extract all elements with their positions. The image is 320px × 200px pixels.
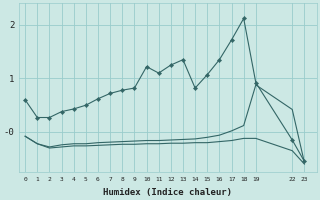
X-axis label: Humidex (Indice chaleur): Humidex (Indice chaleur) (103, 188, 232, 197)
